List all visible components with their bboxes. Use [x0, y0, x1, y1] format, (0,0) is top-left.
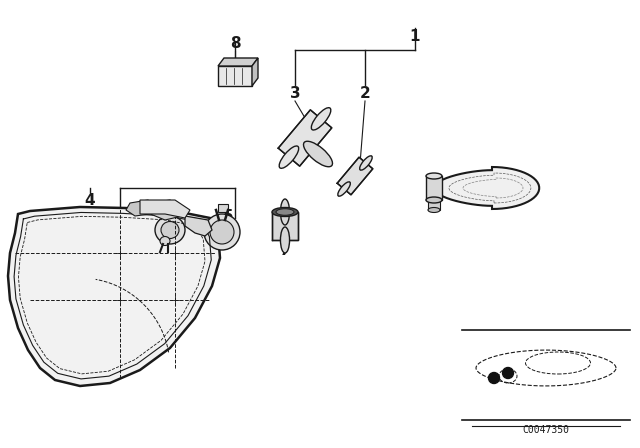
Text: 2: 2	[360, 86, 371, 100]
Ellipse shape	[311, 108, 331, 130]
Text: 5: 5	[223, 208, 234, 224]
Polygon shape	[140, 200, 190, 218]
Text: 6: 6	[164, 208, 175, 224]
Ellipse shape	[360, 156, 372, 170]
Ellipse shape	[338, 182, 350, 196]
Text: 1: 1	[410, 29, 420, 43]
Ellipse shape	[280, 227, 289, 253]
Ellipse shape	[426, 197, 442, 203]
Ellipse shape	[155, 216, 185, 244]
Ellipse shape	[276, 209, 294, 215]
Ellipse shape	[210, 220, 234, 244]
Text: C0047350: C0047350	[522, 425, 570, 435]
Circle shape	[488, 372, 499, 383]
Ellipse shape	[428, 207, 440, 212]
Ellipse shape	[280, 199, 289, 225]
Text: 4: 4	[84, 193, 95, 207]
Bar	[218, 204, 228, 212]
Polygon shape	[272, 212, 298, 240]
Bar	[426, 176, 442, 200]
Polygon shape	[278, 110, 332, 166]
Polygon shape	[148, 200, 185, 220]
Polygon shape	[252, 58, 258, 86]
Circle shape	[502, 367, 513, 379]
Text: 8: 8	[230, 35, 240, 51]
Ellipse shape	[279, 146, 299, 168]
Bar	[428, 200, 440, 210]
Ellipse shape	[160, 237, 170, 246]
Polygon shape	[8, 207, 220, 386]
Polygon shape	[218, 58, 258, 66]
Text: 7: 7	[280, 242, 291, 258]
Ellipse shape	[161, 221, 179, 238]
Text: 3: 3	[290, 86, 300, 100]
Ellipse shape	[272, 207, 298, 216]
Polygon shape	[126, 200, 155, 216]
Polygon shape	[337, 157, 373, 195]
Ellipse shape	[204, 214, 240, 250]
Ellipse shape	[303, 141, 333, 167]
Polygon shape	[185, 216, 212, 236]
Ellipse shape	[426, 173, 442, 179]
Polygon shape	[435, 167, 539, 209]
Polygon shape	[218, 66, 252, 86]
